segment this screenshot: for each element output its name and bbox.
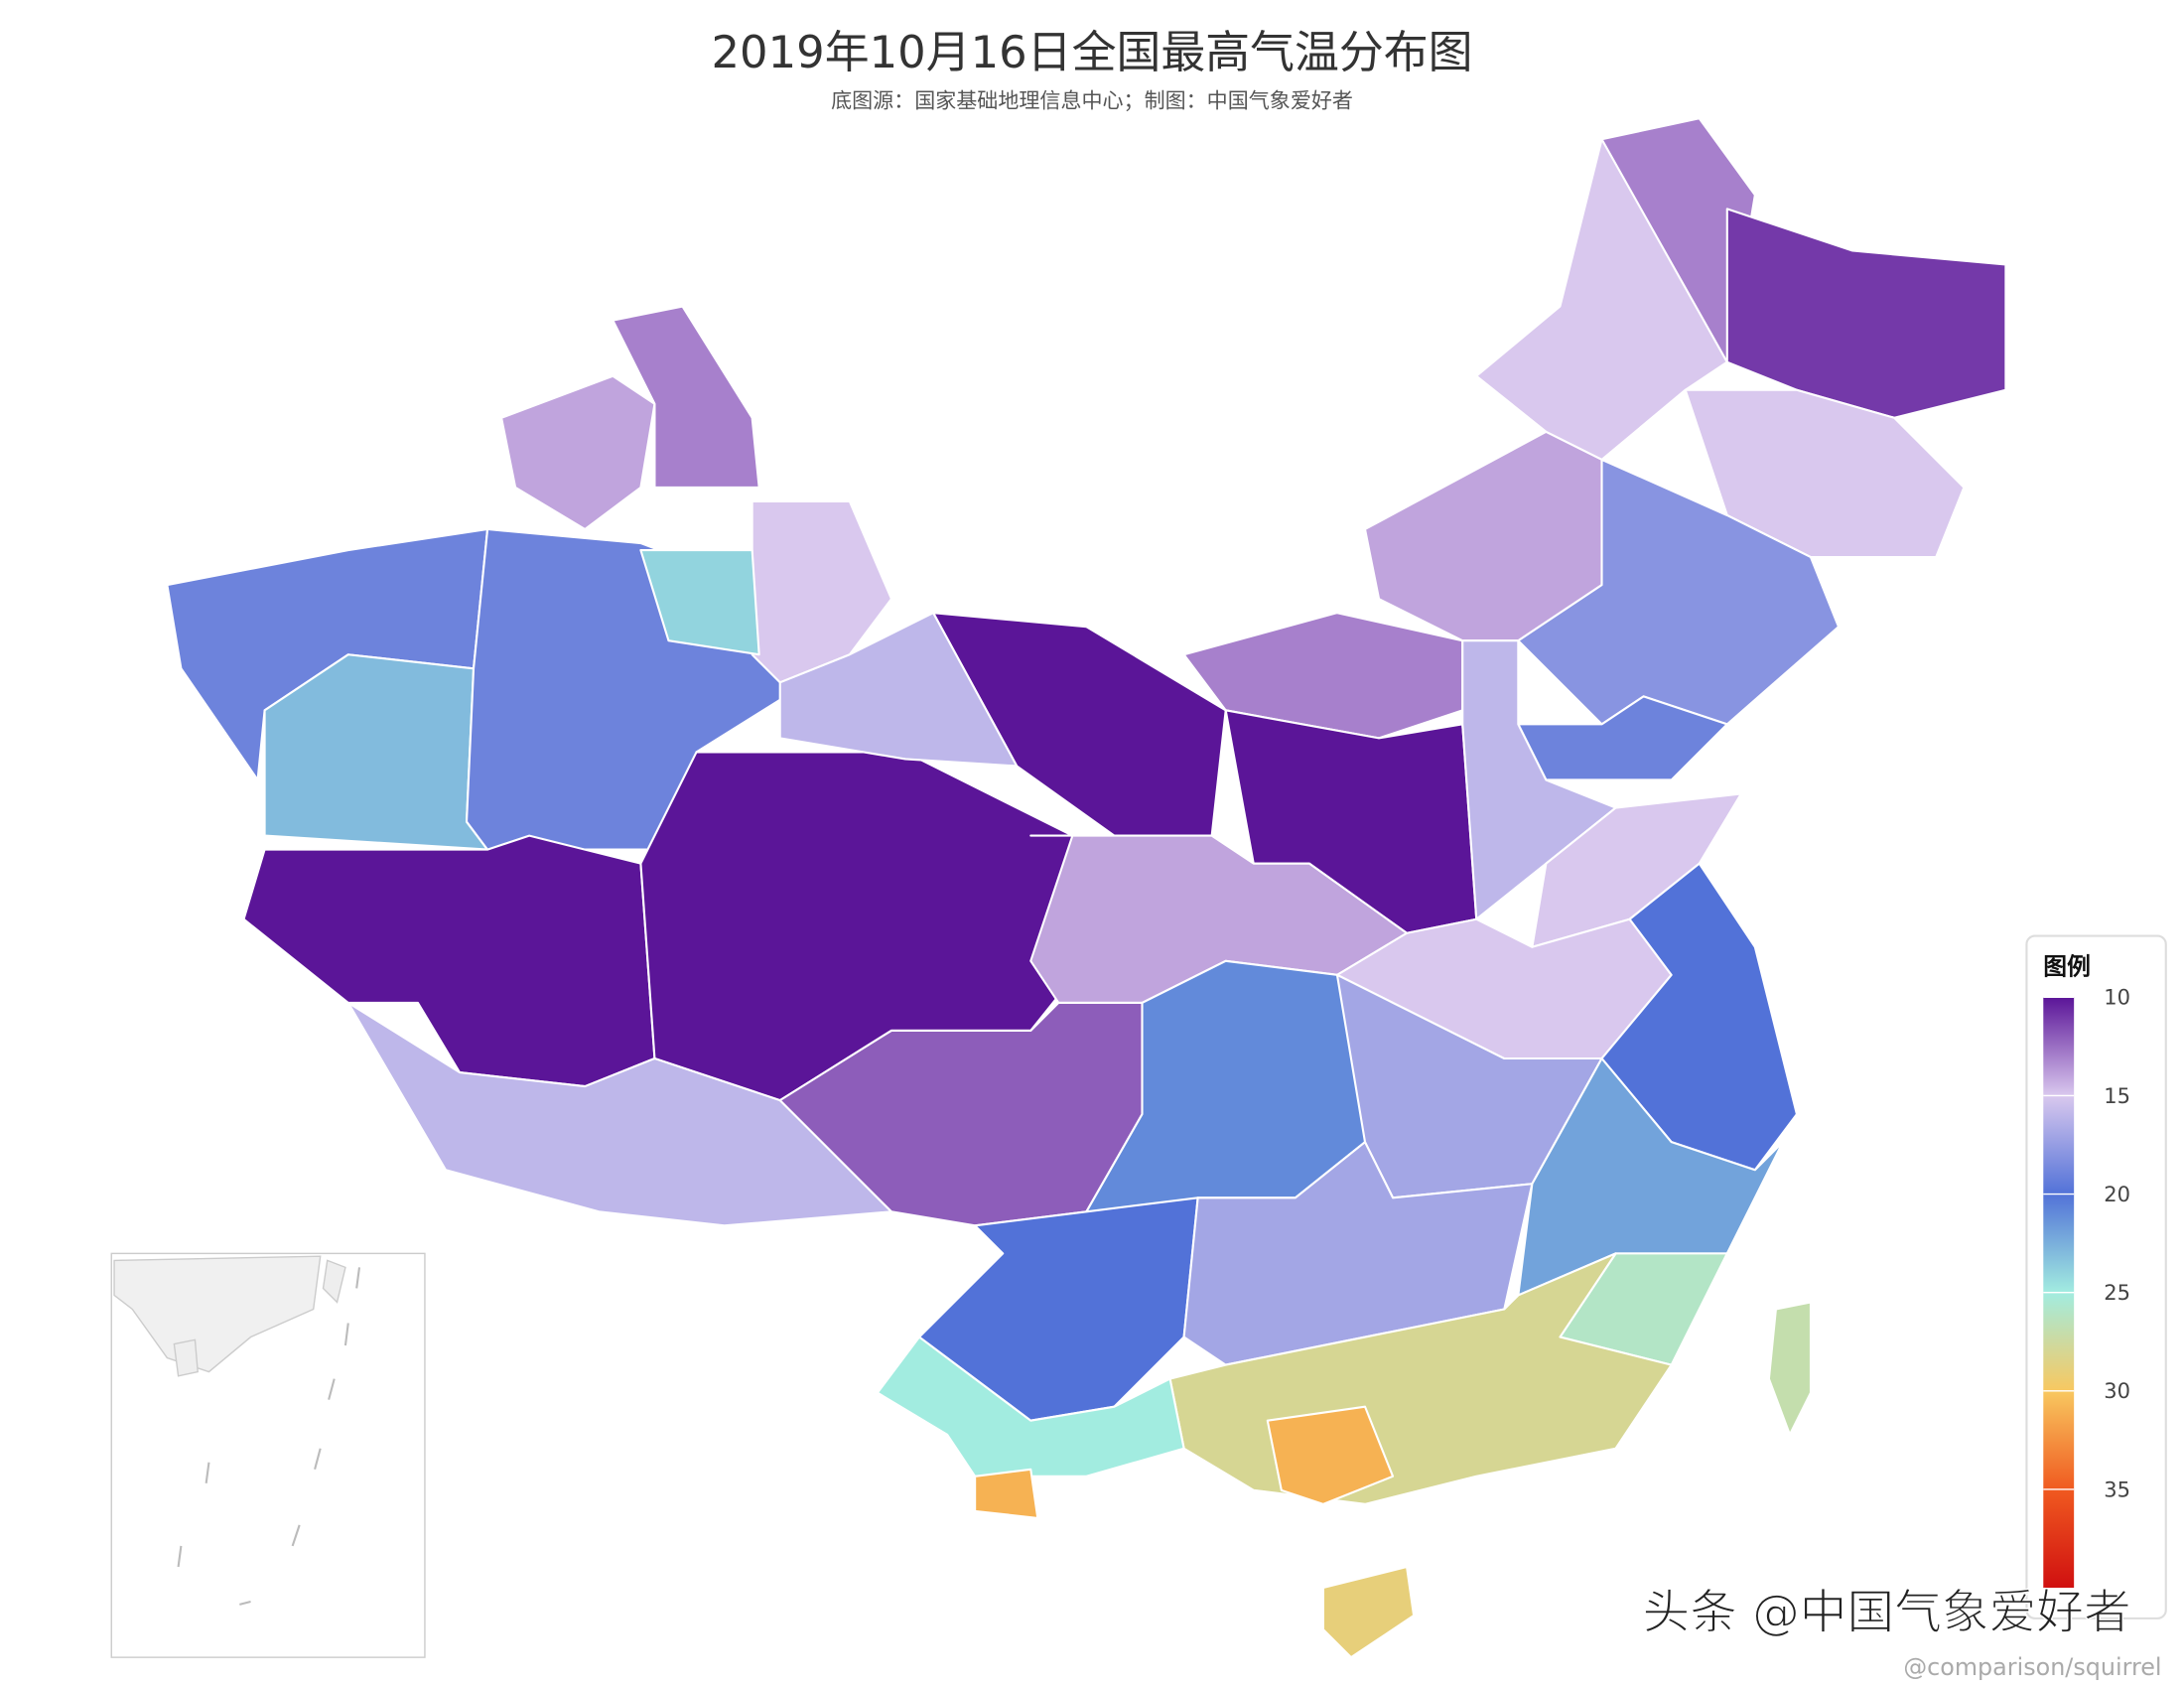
watermark: 头条 @中国气象爱好者 [1643,1586,2131,1640]
map-region [1767,1301,1813,1436]
legend-title: 图例 [2043,952,2091,980]
colorbar-tick-label: 20 [2104,1182,2130,1206]
map-region [639,548,760,656]
credit: @comparison/squirrel [1903,1653,2161,1681]
map-region [974,1468,1039,1519]
map-region [500,374,656,531]
inset-map [110,1252,426,1658]
map-region [242,834,656,1088]
map-region [1182,1141,1534,1366]
map-region [1321,1565,1416,1659]
map-region [1600,117,1756,363]
map-region [778,612,1019,768]
chart-subtitle: 底图源：国家基础地理信息中心；制图：中国气象爱好者 [831,87,1353,112]
map-region [1266,1405,1395,1505]
chart-title: 2019年10月16日全国最高气温分布图 [711,26,1472,78]
map-region [612,305,760,489]
colorbar-tick-label: 25 [2104,1280,2130,1305]
colorbar-tick-label: 15 [2104,1083,2130,1108]
colorbar-tick-label: 10 [2104,985,2130,1010]
colorbar-tick-label: 30 [2104,1378,2130,1403]
map-region [1725,208,2007,419]
colorbar-tick-label: 35 [2104,1477,2130,1501]
map-region [876,1336,1185,1477]
map-regions [166,117,2007,1659]
legend: 图例 10 15 20 25 30 35 [2025,934,2167,1619]
